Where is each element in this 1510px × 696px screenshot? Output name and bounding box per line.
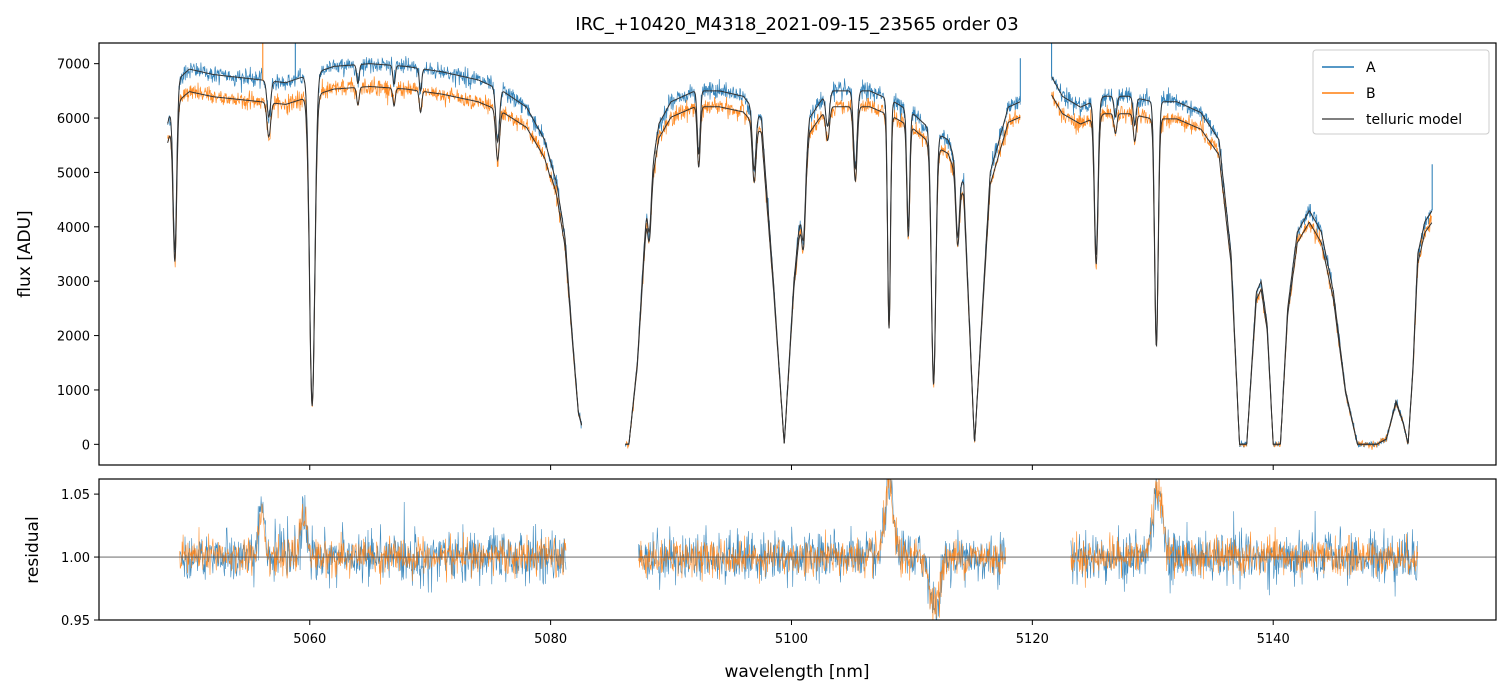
top-y-tick-label: 2000 — [57, 330, 90, 345]
residual-y-axis: 0.95 1.00 1.05 — [61, 488, 99, 629]
residual-x-tick-label: 5060 — [293, 632, 326, 647]
residual-y-axis-label: residual — [23, 516, 43, 583]
x-axis-label: wavelength [nm] — [724, 662, 869, 682]
chart-title: IRC_+10420_M4318_2021-09-15_23565 order … — [575, 14, 1018, 35]
top-y-tick-label: 5000 — [57, 166, 90, 181]
legend-label-a: A — [1366, 60, 1376, 76]
residual-plot-area — [99, 479, 1496, 620]
top-y-tick-label: 6000 — [57, 112, 90, 127]
residual-x-axis: 5060 5080 5100 5120 5140 — [293, 620, 1290, 647]
residual-y-tick-label: 1.05 — [61, 488, 90, 503]
top-y-tick-label: 1000 — [57, 384, 90, 399]
top-y-axis: 0 1000 2000 3000 4000 5000 6000 7000 — [57, 58, 99, 453]
top-axes-frame — [98, 42, 1497, 466]
residual-y-tick-label: 0.95 — [61, 614, 90, 629]
legend: A B telluric model — [1312, 49, 1490, 135]
top-y-tick-label: 4000 — [57, 221, 90, 236]
telluric-model-b-line — [167, 86, 1433, 445]
legend-label-b: B — [1366, 86, 1376, 102]
top-y-axis-label: flux [ADU] — [15, 210, 35, 297]
top-y-tick-label: 3000 — [57, 275, 90, 290]
top-x-axis — [309, 465, 1274, 470]
residual-x-tick-label: 5120 — [1016, 632, 1049, 647]
residual-x-tick-label: 5100 — [775, 632, 808, 647]
residual-y-tick-label: 1.00 — [61, 551, 90, 566]
top-y-tick-label: 0 — [82, 438, 90, 453]
top-y-tick-label: 7000 — [57, 58, 90, 73]
residual-x-tick-label: 5140 — [1257, 632, 1290, 647]
legend-label-telluric: telluric model — [1366, 112, 1462, 128]
residual-axes-frame — [98, 478, 1497, 621]
residual-x-tick-label: 5080 — [534, 632, 567, 647]
legend-box — [1312, 49, 1490, 135]
top-plot-area — [167, 43, 1433, 450]
